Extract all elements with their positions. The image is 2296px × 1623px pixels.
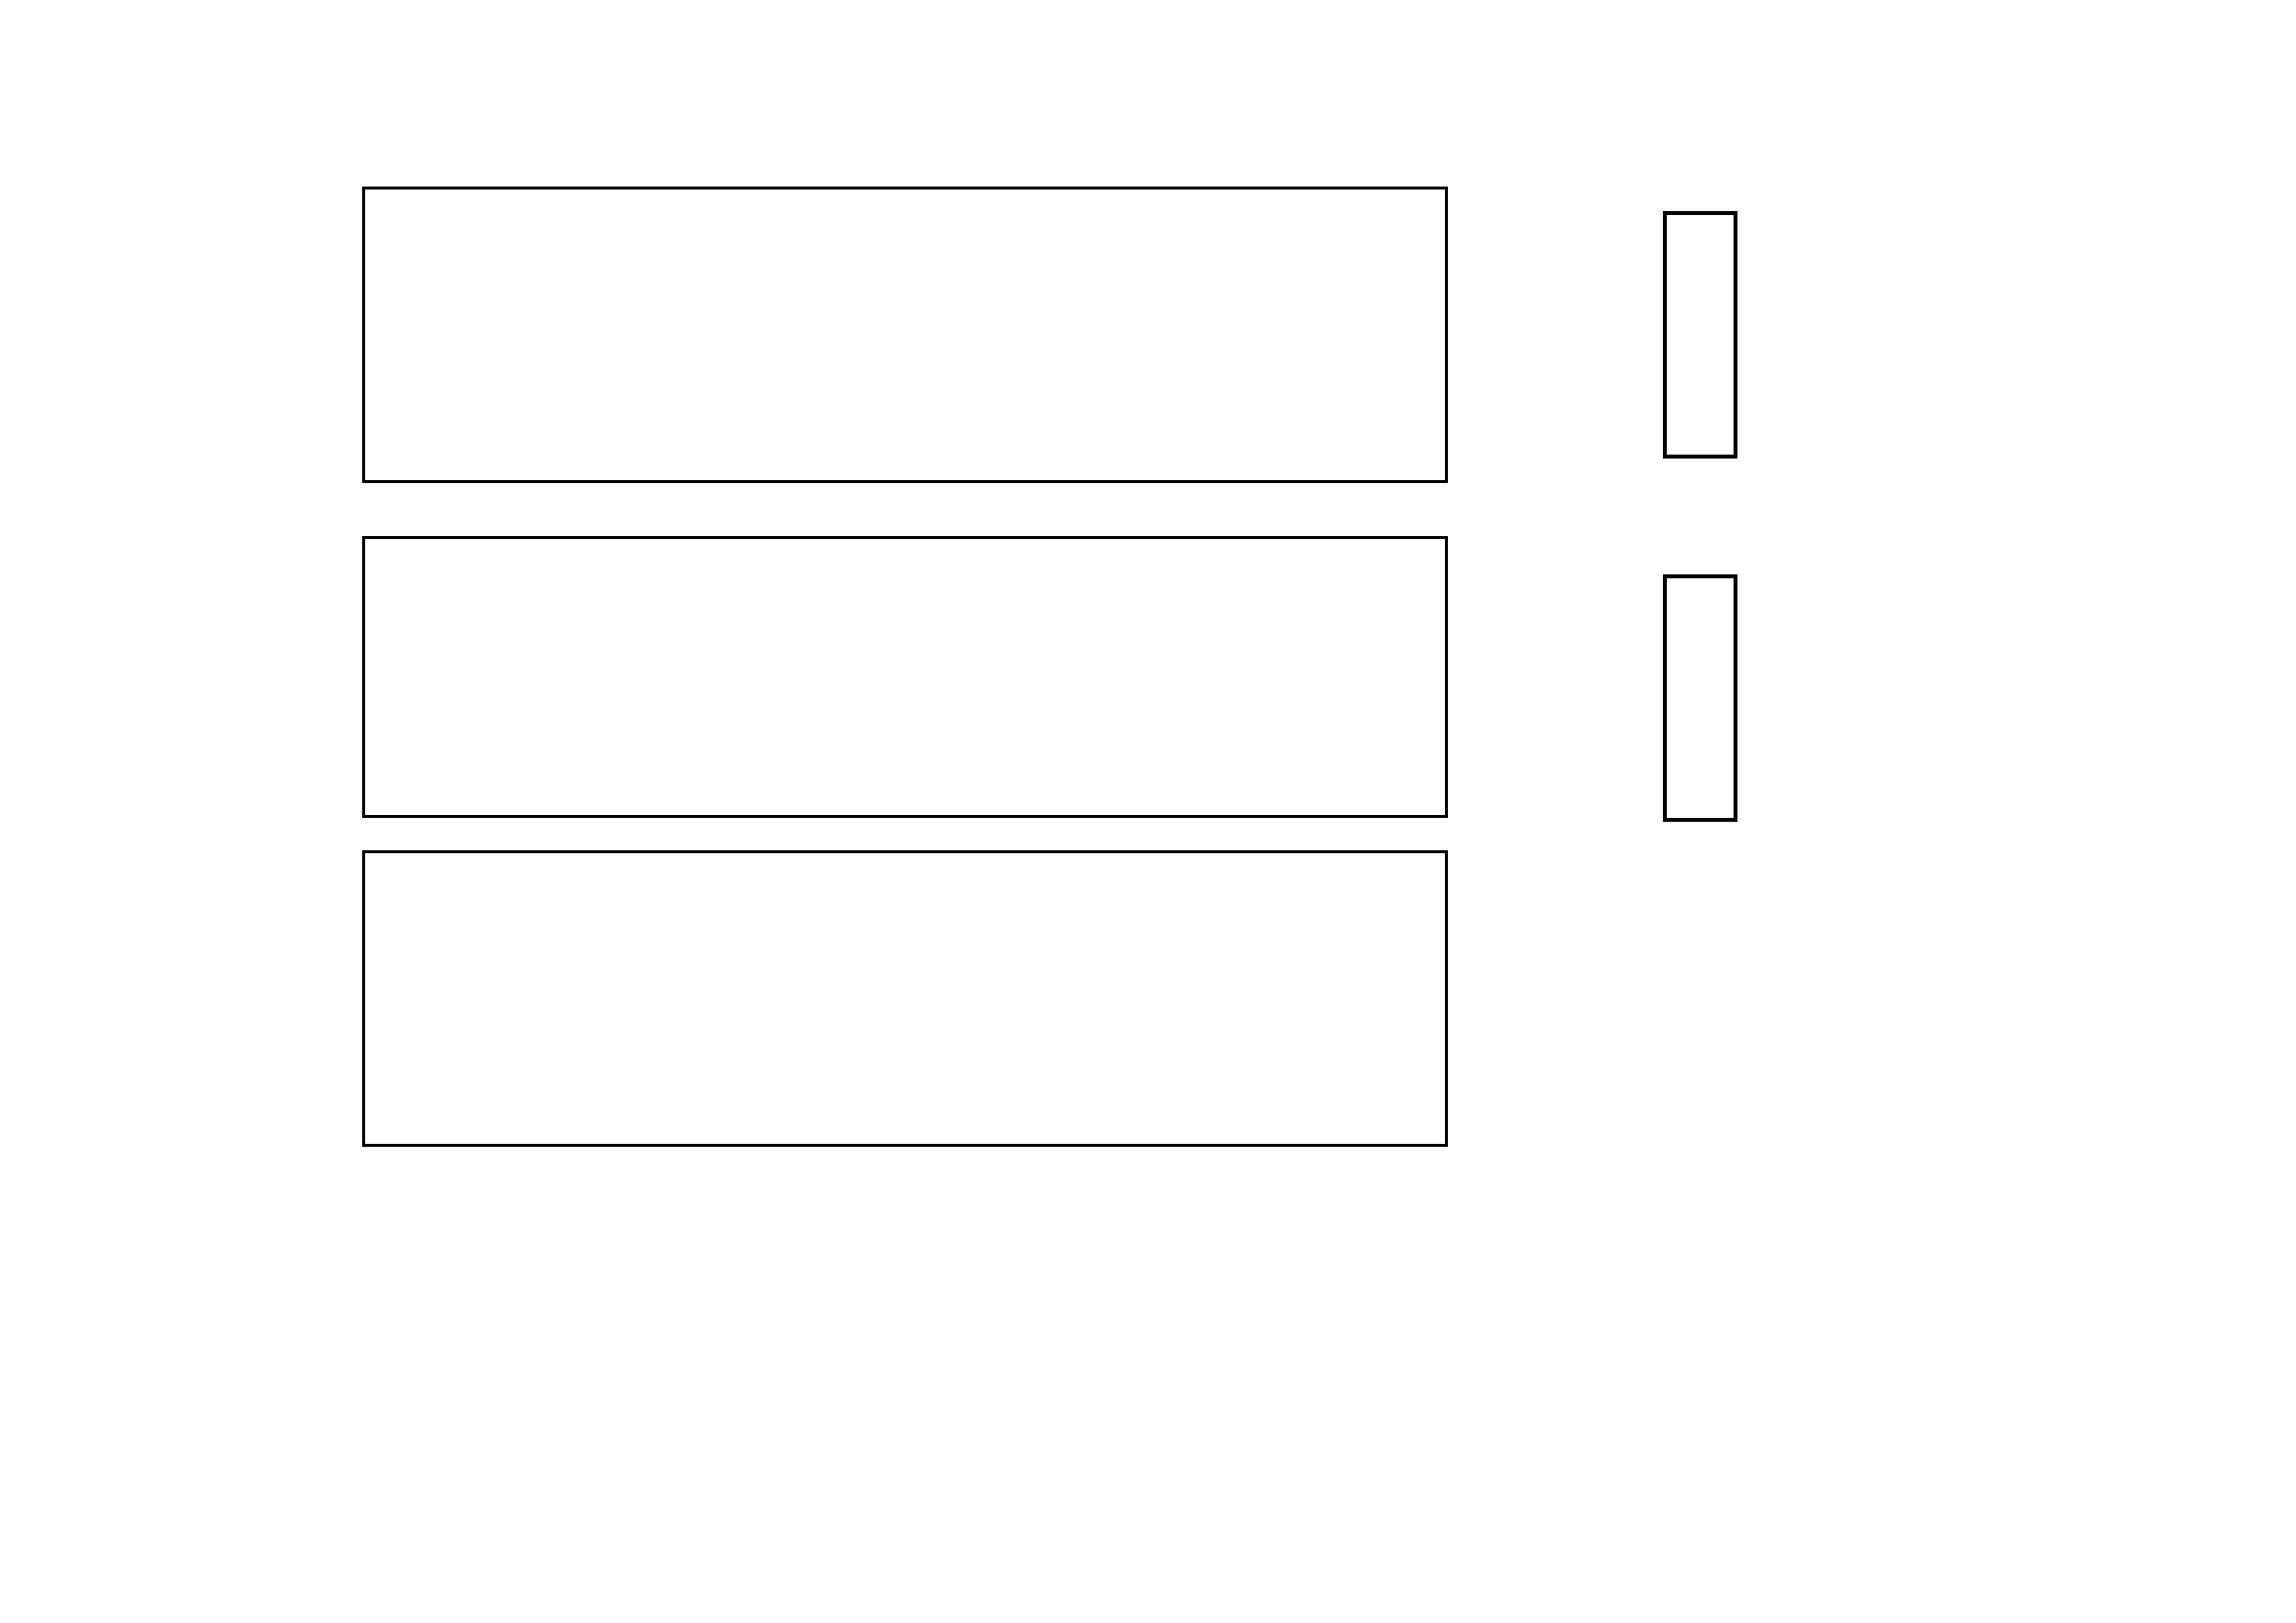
- parameter-table: [0, 1154, 2296, 1448]
- colorbar2: [1663, 574, 1737, 822]
- panel3-plot-area: [362, 850, 1448, 1147]
- panel1-plot-area: [362, 187, 1448, 483]
- colorbar1: [1663, 211, 1737, 459]
- panel2-plot-area: [362, 536, 1448, 818]
